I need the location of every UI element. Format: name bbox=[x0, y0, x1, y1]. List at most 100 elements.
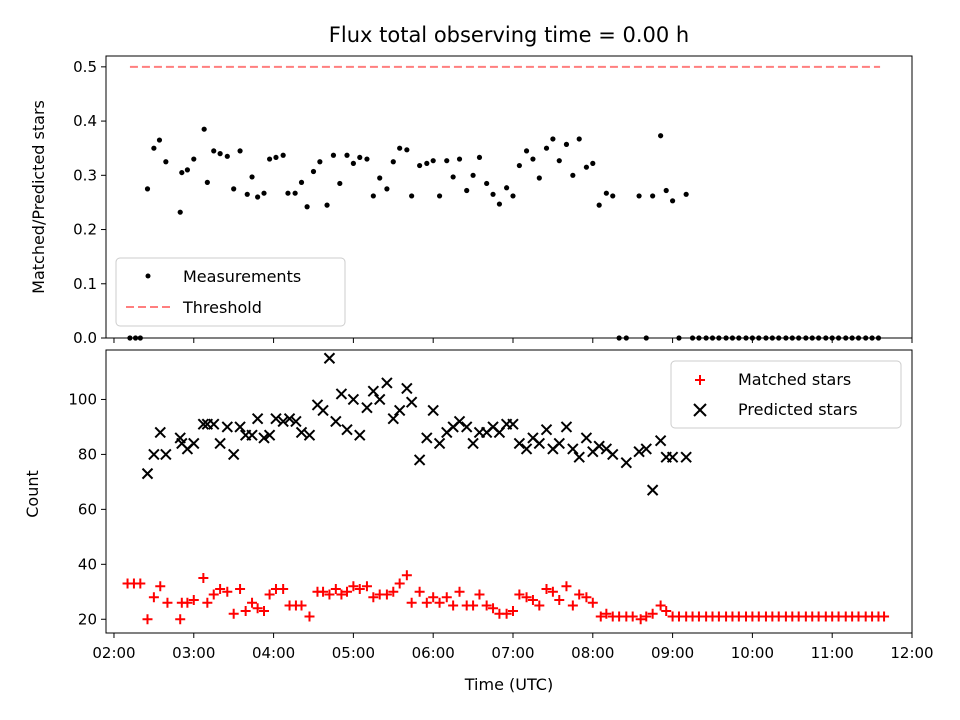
predicted-star-point bbox=[640, 443, 652, 455]
matched-star-point bbox=[448, 600, 459, 611]
top-y-axis-label: Matched/Predicted stars bbox=[29, 100, 48, 294]
matched-star-point bbox=[222, 586, 233, 597]
measurement-point bbox=[556, 158, 562, 164]
measurement-point bbox=[523, 148, 530, 154]
predicted-star-point bbox=[160, 448, 172, 461]
measurement-point bbox=[370, 193, 376, 199]
predicted-star-point bbox=[513, 437, 526, 450]
measurement-point bbox=[543, 145, 550, 151]
top-y-tick-label: 0.0 bbox=[73, 329, 97, 347]
matched-star-point bbox=[240, 606, 251, 617]
top-axes-frame bbox=[105, 55, 913, 339]
matched-star-point bbox=[330, 584, 341, 595]
predicted-star-point bbox=[593, 440, 605, 452]
matched-star-point bbox=[541, 584, 552, 595]
legend-predicted-marker bbox=[693, 403, 707, 417]
matched-star-point bbox=[554, 595, 565, 606]
measurement-point bbox=[151, 145, 157, 151]
measurement-point bbox=[663, 187, 669, 194]
matched-star-point bbox=[215, 584, 226, 595]
x-tick-label: 06:00 bbox=[412, 644, 455, 662]
predicted-star-point bbox=[421, 432, 433, 444]
predicted-star-point bbox=[330, 415, 342, 428]
measurement-point bbox=[292, 190, 298, 196]
predicted-star-point bbox=[405, 396, 418, 408]
top-legend: Measurements Threshold bbox=[115, 257, 346, 327]
x-tick-label: 04:00 bbox=[252, 644, 295, 662]
bottom-y-axis-label: Count bbox=[23, 470, 42, 518]
measurement-point bbox=[237, 148, 243, 154]
predicted-star-point bbox=[507, 418, 519, 430]
x-tick-label: 08:00 bbox=[571, 644, 614, 662]
predicted-star-point bbox=[214, 437, 226, 450]
matched-star-point bbox=[368, 592, 379, 603]
bottom-y-tick-label: 40 bbox=[78, 555, 97, 573]
predicted-star-point bbox=[354, 429, 366, 441]
predicted-star-point bbox=[453, 415, 466, 428]
measurement-point bbox=[324, 202, 330, 208]
measurement-point bbox=[464, 187, 470, 194]
measurement-point bbox=[337, 180, 343, 187]
matched-star-point bbox=[534, 600, 545, 611]
predicted-star-point bbox=[234, 421, 246, 433]
matched-star-point bbox=[635, 614, 646, 625]
matched-star-point bbox=[278, 584, 289, 595]
matched-star-point bbox=[641, 611, 652, 622]
predicted-star-point bbox=[283, 412, 296, 425]
measurement-point bbox=[536, 175, 542, 181]
measurement-point bbox=[397, 145, 403, 151]
x-tick-label: 10:00 bbox=[731, 644, 774, 662]
matched-star-point bbox=[661, 606, 672, 617]
predicted-star-point bbox=[263, 429, 276, 441]
predicted-star-point bbox=[553, 437, 565, 450]
matched-star-point bbox=[521, 592, 532, 603]
measurement-point bbox=[255, 194, 261, 200]
x-tick-label: 02:00 bbox=[92, 644, 135, 662]
matched-star-point bbox=[381, 589, 392, 600]
predicted-star-point bbox=[148, 448, 160, 461]
matched-star-point bbox=[406, 597, 417, 608]
x-axis-label: Time (UTC) bbox=[464, 675, 553, 694]
legend-predicted-label: Predicted stars bbox=[738, 400, 858, 419]
matched-star-point bbox=[434, 597, 445, 608]
measurement-point bbox=[224, 153, 230, 159]
measurement-point bbox=[280, 152, 286, 158]
measurement-point bbox=[201, 126, 207, 132]
measurement-point bbox=[470, 172, 476, 178]
predicted-star-point bbox=[290, 415, 302, 428]
predicted-star-point bbox=[251, 412, 264, 425]
predicted-star-point bbox=[387, 412, 399, 425]
legend-measurements-marker bbox=[145, 273, 151, 279]
predicted-star-point bbox=[460, 421, 473, 433]
measurement-point bbox=[144, 186, 151, 192]
measurement-point bbox=[244, 191, 250, 197]
matched-star-point bbox=[507, 606, 518, 617]
measurement-point bbox=[344, 152, 350, 158]
measurement-point bbox=[298, 179, 305, 185]
measurement-point bbox=[444, 158, 450, 164]
matched-star-point bbox=[304, 611, 315, 622]
bottom-plot-area bbox=[122, 352, 890, 625]
measurement-point bbox=[357, 154, 363, 161]
measurement-point bbox=[204, 179, 210, 185]
matched-star-point bbox=[208, 589, 219, 600]
matched-star-point bbox=[388, 586, 399, 597]
top-y-tick-label: 0.4 bbox=[73, 112, 97, 130]
matched-star-point bbox=[148, 592, 159, 603]
measurement-point bbox=[490, 191, 496, 197]
matched-star-point bbox=[879, 611, 890, 622]
matched-star-point bbox=[264, 589, 275, 600]
matched-star-point bbox=[354, 584, 365, 595]
matched-star-point bbox=[198, 573, 209, 584]
predicted-star-point bbox=[573, 451, 585, 463]
predicted-star-point bbox=[270, 412, 282, 425]
measurement-point bbox=[261, 190, 267, 196]
matched-star-point bbox=[235, 584, 246, 595]
predicted-star-point bbox=[427, 404, 439, 417]
measurement-point bbox=[583, 164, 590, 170]
matched-star-point bbox=[259, 606, 270, 617]
measurement-point bbox=[409, 193, 415, 199]
predicted-star-point bbox=[227, 448, 240, 461]
measurement-point bbox=[390, 159, 396, 165]
predicted-star-point bbox=[197, 418, 210, 430]
